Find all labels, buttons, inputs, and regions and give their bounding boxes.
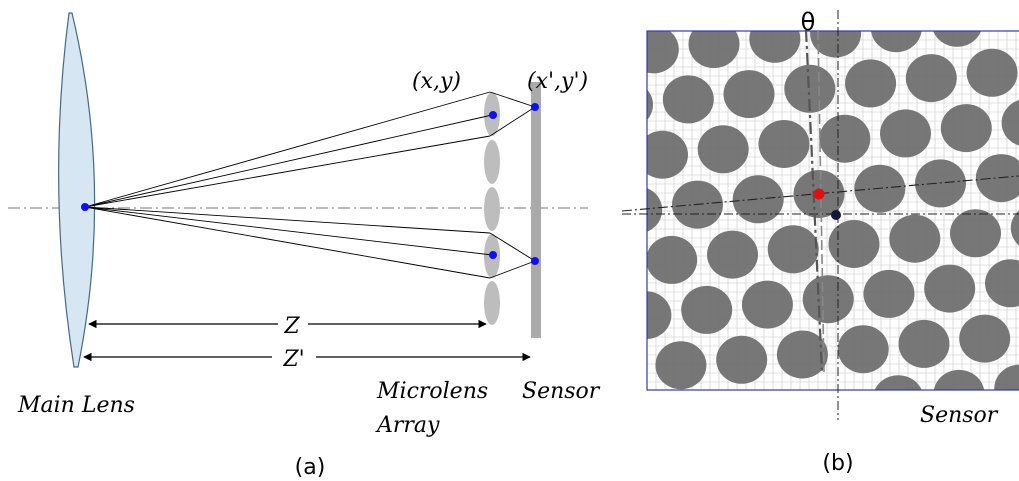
microlens-image-disc (880, 109, 931, 158)
microlens-image-disc (845, 59, 897, 108)
theta-label: θ (801, 8, 816, 36)
microlens-image-disc (950, 209, 1001, 258)
microlens-label-line2: Array (375, 413, 440, 438)
microlens-image-disc (959, 314, 1011, 363)
microlens-image-disc (776, 330, 828, 379)
microlens-image-disc (975, 154, 1019, 203)
z-prime-label: Z' (282, 347, 304, 372)
sensor-point-upper (531, 103, 539, 111)
microlens-image-disc (874, 375, 922, 390)
microlens-image-disc (732, 175, 784, 224)
lens-center-point (81, 203, 89, 211)
microlens-image-disc (828, 220, 880, 268)
microlens-image-disc (933, 369, 985, 390)
microlens-image-disc (940, 104, 992, 153)
microlens-image-disc (647, 291, 672, 340)
microlens-image-disc (716, 335, 768, 384)
sensor-bar (531, 82, 541, 338)
microlens-point-upper (489, 111, 497, 119)
panel-a: Z Z' (x,y) (x',y') Main Lens Microlens A… (8, 12, 601, 480)
microlens-image-disc (647, 89, 653, 121)
microlens-image-disc (707, 230, 758, 279)
microlens-image-disc (723, 70, 775, 119)
microlens-image-disc (889, 214, 941, 263)
z-label: Z (283, 314, 300, 339)
microlens-image-disc (681, 285, 733, 334)
panel-b: θ Sensor (b) (595, 8, 1019, 476)
microlens-point-lower (489, 251, 497, 259)
microlens-image-disc (870, 31, 922, 53)
microlens-image-disc (647, 130, 688, 179)
microlens-image-disc (758, 120, 810, 168)
microlens-image-disc (697, 125, 749, 174)
microlens-image-disc (741, 280, 793, 329)
microlens-image-disc (784, 64, 836, 113)
caption-a: (a) (295, 455, 326, 480)
xy-label: (x,y) (412, 69, 461, 94)
main-lens (58, 12, 96, 368)
microlens-image-disc (688, 31, 740, 69)
microlens (484, 187, 500, 231)
microlens-image-disc (647, 187, 663, 232)
sensor-pixel-grid (595, 31, 1019, 395)
microlens-label-line1: Microlens (376, 379, 488, 404)
microlens-image-disc (924, 264, 976, 313)
microlens-image-disc (994, 364, 1019, 390)
sensor-label-a: Sensor (522, 379, 601, 404)
rotated-vertical-axis (804, 29, 824, 373)
microlens-image-disc (810, 31, 862, 58)
microlens-image-disc (647, 31, 679, 74)
microlens-image-disc (647, 235, 698, 284)
dark-center-point (831, 210, 841, 220)
microlens-image-disc (985, 259, 1019, 308)
microlens-image-disc (837, 325, 889, 374)
microlens-image-disc (749, 31, 801, 63)
sensor-point-lower (531, 257, 539, 265)
microlens-array (484, 92, 500, 325)
ray-bundle-lower (84, 206, 536, 279)
sensor-label-b: Sensor (920, 403, 999, 428)
microlens-image-disc (905, 54, 957, 103)
red-center-point (813, 188, 825, 200)
ray-bundle-upper (84, 91, 536, 208)
microlens-image-disc (595, 347, 646, 395)
microlens-image-disc (1001, 100, 1019, 146)
microlens-image-disc (767, 225, 819, 274)
microlens-image-disc (819, 114, 871, 163)
xy-prime-label: (x',y') (527, 69, 588, 94)
microlens-image-disc (655, 341, 707, 390)
sensor-border (646, 30, 1019, 391)
microlens-image-disc (966, 48, 1018, 97)
microlens-image-disc (1010, 210, 1019, 246)
rotated-vertical-axis-2 (817, 29, 825, 373)
microlens-image-disc (863, 269, 915, 318)
main-lens-label: Main Lens (17, 393, 135, 418)
microlens-image-disc (898, 319, 950, 368)
microlens (484, 140, 500, 184)
microlens-image-disc (933, 31, 982, 47)
microlens (484, 281, 500, 325)
microlens-image-disc (802, 275, 854, 324)
microlens-image-disc (662, 75, 714, 124)
caption-b: (b) (822, 451, 853, 476)
